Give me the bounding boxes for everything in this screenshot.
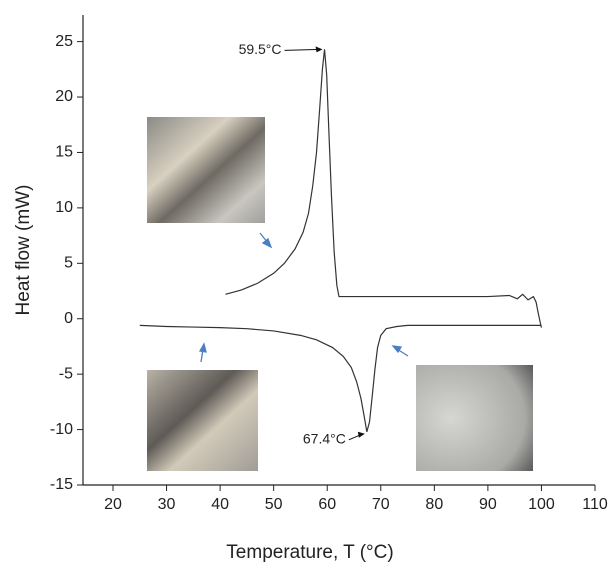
y-tick-label: -5 (59, 365, 73, 382)
annotation-arrow (284, 48, 321, 51)
x-tick-label: 30 (158, 496, 176, 513)
x-tick-label: 60 (318, 496, 336, 513)
arrow-head (357, 431, 365, 438)
x-tick-label: 40 (211, 496, 229, 513)
pointer-arrows (198, 232, 409, 363)
y-tick-label: 15 (55, 144, 73, 161)
x-tick-label: 90 (479, 496, 497, 513)
x-tick-label: 80 (425, 496, 443, 513)
y-tick-label: -10 (50, 421, 73, 438)
micrograph (147, 117, 265, 223)
arrow-head (315, 46, 323, 53)
annotation: 59.5°C (239, 41, 282, 57)
micrograph (416, 365, 533, 471)
x-tick-label: 110 (582, 496, 608, 513)
curve (139, 324, 542, 432)
micrograph (147, 370, 258, 471)
y-tick-label: 10 (55, 199, 73, 216)
y-tick-label: -15 (50, 476, 73, 493)
y-axis-label: Heat flow (mW) (13, 185, 34, 316)
x-tick-label: 50 (265, 496, 283, 513)
annotation: 67.4°C (303, 430, 346, 446)
y-tick-label: 20 (55, 88, 73, 105)
x-tick-label: 20 (104, 496, 122, 513)
y-tick-label: 5 (64, 255, 73, 272)
curve (225, 49, 543, 328)
x-tick-label: 70 (372, 496, 390, 513)
y-tick-label: 25 (55, 33, 73, 50)
x-tick-label: 100 (528, 496, 555, 513)
y-tick-label: 0 (64, 310, 73, 327)
x-axis-label: Temperature, T (°C) (226, 542, 393, 563)
